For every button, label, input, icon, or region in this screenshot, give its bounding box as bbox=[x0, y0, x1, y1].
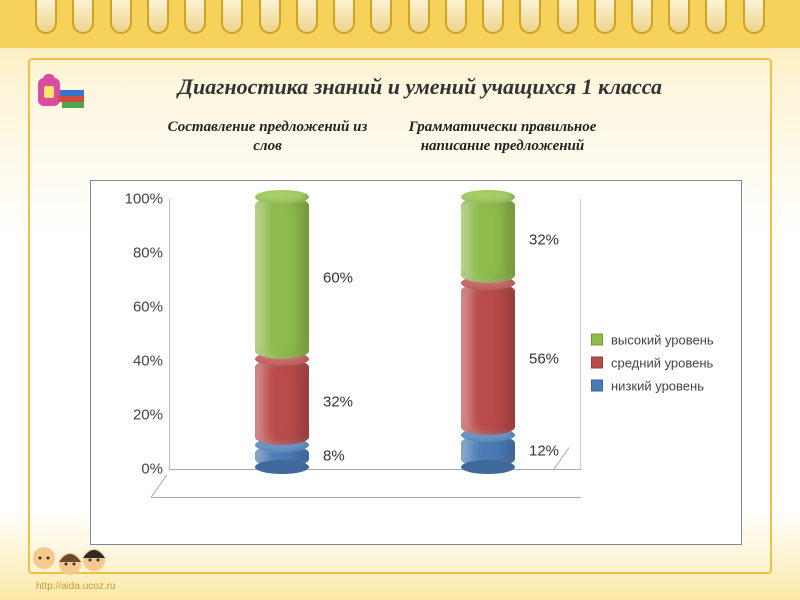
segment-1-1: 56% bbox=[461, 283, 515, 434]
spiral-binding bbox=[0, 0, 800, 48]
legend-label-1: средний уровень bbox=[611, 355, 713, 370]
page-title: Диагностика знаний и умений учащихся 1 к… bbox=[100, 74, 740, 100]
ytick-label: 0% bbox=[119, 461, 163, 478]
data-label-1-0: 32% bbox=[529, 232, 559, 249]
floor-3d bbox=[169, 469, 581, 497]
chart-container: 0%20%40%60%80%100%8%32%60%12%56%32% высо… bbox=[90, 180, 742, 545]
legend-label-0: высокий уровень bbox=[611, 332, 714, 347]
data-label-0-1: 32% bbox=[323, 394, 353, 411]
category-label-1: Грамматически правильное написание предл… bbox=[385, 118, 620, 156]
legend-item-0: высокий уровень bbox=[591, 332, 731, 347]
data-label-1-2: 12% bbox=[529, 442, 559, 459]
legend-label-2: низкий уровень bbox=[611, 378, 704, 393]
ytick-label: 20% bbox=[119, 407, 163, 424]
segment-1-0: 32% bbox=[461, 197, 515, 283]
legend-swatch-1 bbox=[591, 357, 603, 369]
ytick-label: 60% bbox=[119, 299, 163, 316]
source-url: http://aida.ucoz.ru bbox=[36, 581, 116, 592]
data-label-0-0: 60% bbox=[323, 270, 353, 287]
ytick-label: 40% bbox=[119, 353, 163, 370]
back-wall bbox=[169, 199, 581, 469]
plot-area: 0%20%40%60%80%100%8%32%60%12%56%32% bbox=[169, 199, 581, 469]
ytick-label: 80% bbox=[119, 245, 163, 262]
segment-0-1: 32% bbox=[255, 359, 309, 445]
segment-0-2: 8% bbox=[255, 445, 309, 467]
legend-item-1: средний уровень bbox=[591, 355, 731, 370]
cylinder-0: 8%32%60% bbox=[255, 197, 309, 467]
legend-item-2: низкий уровень bbox=[591, 378, 731, 393]
ytick-label: 100% bbox=[119, 191, 163, 208]
data-label-1-1: 56% bbox=[529, 351, 559, 368]
segment-0-0: 60% bbox=[255, 197, 309, 359]
cylinder-1: 12%56%32% bbox=[461, 197, 515, 467]
category-label-0: Составление предложений из слов bbox=[150, 118, 385, 156]
legend: высокий уровень средний уровень низкий у… bbox=[591, 324, 731, 401]
category-labels: Составление предложений из слов Граммати… bbox=[150, 118, 620, 156]
segment-1-2: 12% bbox=[461, 435, 515, 467]
legend-swatch-0 bbox=[591, 334, 603, 346]
data-label-0-2: 8% bbox=[323, 448, 345, 465]
legend-swatch-2 bbox=[591, 380, 603, 392]
backpack-books-icon bbox=[34, 64, 88, 112]
